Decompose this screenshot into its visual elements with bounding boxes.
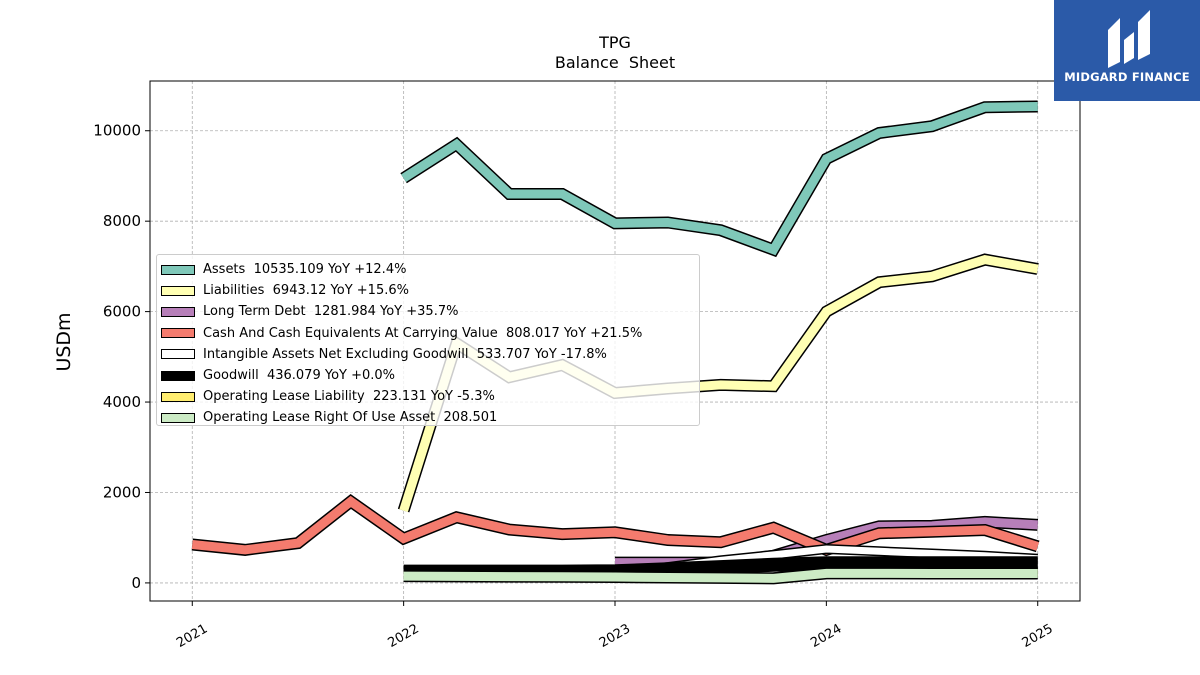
legend-item: Operating Lease Liability 223.131 YoY -5…	[161, 386, 699, 407]
series-line	[403, 568, 1038, 583]
legend-item: Goodwill 436.079 YoY +0.0%	[161, 365, 699, 386]
legend-item: Liabilities 6943.12 YoY +15.6%	[161, 280, 699, 301]
y-tick-label: 4000	[103, 393, 141, 411]
logo-mark-icon	[1108, 10, 1150, 68]
series-assets	[400, 100, 1038, 258]
legend-label: Assets 10535.109 YoY +12.4%	[203, 262, 407, 278]
legend-label: Operating Lease Right Of Use Asset 208.5…	[203, 410, 498, 426]
chart-title: TPG	[598, 33, 631, 52]
x-axis: 2021 2022 2023 2024 2025	[174, 601, 1056, 651]
legend: Assets 10535.109 YoY +12.4% Liabilities 6…	[156, 254, 700, 426]
series-cash-and-cash-equivalents-at-carrying-value	[191, 494, 1040, 557]
logo-text: MIDGARD FINANCE	[1064, 70, 1190, 84]
y-axis-label: USDm	[53, 312, 75, 371]
x-tick-label: 2021	[174, 621, 210, 651]
legend-label: Long Term Debt 1281.984 YoY +35.7%	[203, 304, 459, 320]
legend-swatch	[161, 370, 195, 381]
legend-swatch	[161, 391, 195, 402]
y-tick-label: 6000	[103, 303, 141, 321]
legend-item: Operating Lease Right Of Use Asset 208.5…	[161, 407, 699, 428]
legend-swatch	[161, 285, 195, 296]
legend-swatch	[161, 306, 195, 317]
legend-item: Cash And Cash Equivalents At Carrying Va…	[161, 323, 699, 344]
legend-swatch	[161, 328, 195, 339]
x-tick-label: 2025	[1020, 621, 1056, 651]
legend-item: Intangible Assets Net Excluding Goodwill…	[161, 344, 699, 365]
y-tick-label: 10000	[93, 122, 141, 140]
legend-item: Assets 10535.109 YoY +12.4%	[161, 259, 699, 280]
x-tick-label: 2022	[385, 621, 421, 651]
legend-label: Liabilities 6943.12 YoY +15.6%	[203, 283, 409, 299]
legend-item: Long Term Debt 1281.984 YoY +35.7%	[161, 301, 699, 322]
legend-label: Cash And Cash Equivalents At Carrying Va…	[203, 325, 643, 341]
series-line	[191, 495, 1040, 555]
x-tick-label: 2023	[597, 621, 633, 651]
series-line	[401, 102, 1038, 256]
legend-label: Intangible Assets Net Excluding Goodwill…	[203, 346, 607, 362]
midgard-finance-logo: MIDGARD FINANCE	[1054, 0, 1200, 101]
legend-swatch	[161, 349, 195, 360]
legend-swatch	[161, 264, 195, 275]
chart-subtitle: Balance Sheet	[555, 53, 675, 72]
series-operating-lease-right-of-use-asset	[403, 567, 1038, 585]
legend-label: Operating Lease Liability 223.131 YoY -5…	[203, 389, 495, 405]
x-tick-label: 2024	[808, 621, 844, 651]
y-axis: 0 2000 4000 6000 8000 10000	[93, 122, 150, 592]
legend-label: Goodwill 436.079 YoY +0.0%	[203, 368, 396, 384]
y-tick-label: 8000	[103, 212, 141, 230]
y-tick-label: 0	[131, 574, 141, 592]
y-tick-label: 2000	[103, 483, 141, 501]
legend-swatch	[161, 412, 195, 423]
